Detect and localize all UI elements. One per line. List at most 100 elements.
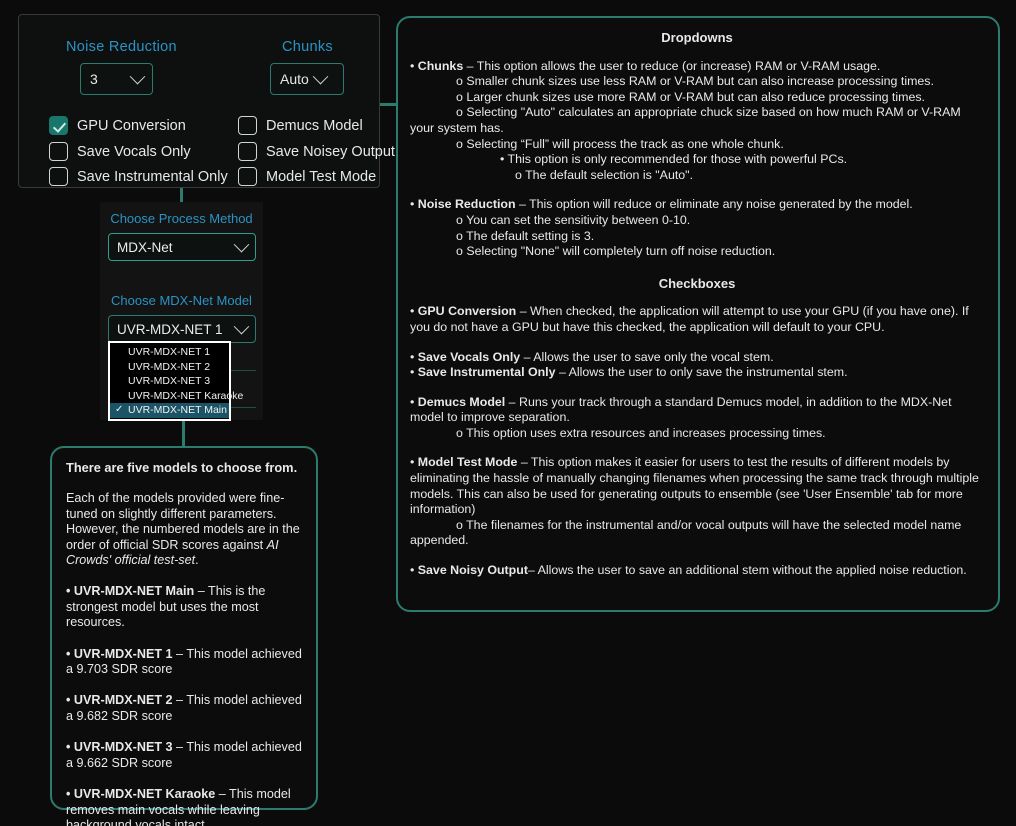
dropdowns-heading: Dropdowns [661,30,733,45]
noise-desc-text: – This option will reduce or eliminate a… [515,197,913,212]
noise-reduction-description: • Noise Reduction – This option will red… [410,197,913,212]
checkbox-box-checked-icon [49,116,68,135]
settings-panel: Noise Reduction 3 Chunks Auto GPU Conver… [18,14,395,188]
intro-text-a: Each of the models provided were fine-tu… [66,491,300,552]
chunks-term: Chunks [417,58,464,73]
checkbox-box-icon [238,116,257,135]
svo-desc-text: – Allows the user to save only the vocal… [520,349,774,364]
model-entry: • UVR-MDX-NET Karaoke – This model remov… [66,787,302,826]
chunks-bullet: o Selecting “Full” will process the trac… [456,136,784,151]
save-noisy-description: • Save Noisy Output– Allows the user to … [410,563,967,578]
svo-term: Save Vocals Only [417,349,521,364]
process-method-value: MDX-Net [117,239,173,255]
connector-line-settings-to-dropdowns [380,103,398,106]
chevron-down-icon [233,236,250,252]
checkbox-label: Demucs Model [266,117,363,134]
model-entry: • UVR-MDX-NET Main – This is the stronge… [66,584,302,630]
chevron-down-icon [129,68,146,84]
checkbox-box-icon [238,167,257,186]
checkbox-label: Save Vocals Only [77,143,191,160]
checkbox-save-instrumental-only[interactable]: Save Instrumental Only [49,167,228,186]
spacer [410,441,984,455]
chunks-value: Auto [280,71,309,87]
gpu-description: • GPU Conversion – When checked, the app… [410,304,969,334]
gpu-desc-text: – When checked, the application will att… [410,304,969,334]
model-desc: – This model removes main vocals while l… [66,787,291,826]
models-panel-intro: Each of the models provided were fine-tu… [66,491,302,568]
noise-bullet: o The default setting is 3. [456,228,595,243]
model-desc: – This model achieved a 9.662 SDR score [66,740,302,770]
save-vocals-description: • Save Vocals Only – Allows the user to … [410,349,774,364]
checkbox-box-icon [238,142,257,161]
checkbox-save-noisey-output[interactable]: Save Noisey Output [238,142,395,161]
chevron-down-icon [312,68,329,84]
chunks-desc-text: – This option allows the user to reduce … [463,58,881,73]
dropdown-option[interactable]: UVR-MDX-NET 3 [128,375,211,387]
checkbox-label: Model Test Mode [266,168,377,185]
noise-reduction-select[interactable]: 3 [80,63,153,95]
dropdown-option[interactable]: UVR-MDX-NET 1 [128,346,211,358]
demucs-description: • Demucs Model – Runs your track through… [410,394,952,425]
chunks-label: Chunks [282,39,333,55]
chunks-bullet: o Selecting "Auto" calculates an appropr… [410,105,961,135]
checkbox-label: Save Noisey Output [266,143,395,160]
model-term: • UVR-MDX-NET 2 [66,693,173,708]
models-panel-title: There are five models to choose from. [66,460,298,475]
chunks-select[interactable]: Auto [270,63,344,95]
model-test-mode-description: • Model Test Mode – This option makes it… [410,455,979,517]
demucs-sub-bullet: o This option uses extra resources and i… [456,425,826,440]
chunks-bullet: o Larger chunk sizes use more RAM or V-R… [456,89,925,104]
checkbox-label: Save Instrumental Only [77,168,228,185]
chunks-bullet: • This option is only recommended for th… [500,152,848,167]
intro-text-b: . [195,553,199,568]
demucs-term: Demucs Model [417,394,506,409]
demucs-desc-text: – Runs your track through a standard Dem… [410,394,952,425]
intro-italic: AI Crowds' official test-set [66,537,279,568]
mtm-sub-bullet: o The filenames for the instrumental and… [410,517,962,548]
model-desc: – This model achieved a 9.682 SDR score [66,693,302,723]
model-term: • UVR-MDX-NET 1 [66,646,173,661]
checkbox-gpu-conversion[interactable]: GPU Conversion [49,116,186,135]
chunks-description: • Chunks – This option allows the user t… [410,58,881,73]
model-desc: – This is the strongest model but uses t… [66,584,266,630]
sno-term: Save Noisy Output [417,563,528,578]
process-method-select[interactable]: MDX-Net [108,233,256,261]
checkbox-box-icon [49,142,68,161]
connector-line-process-to-models [182,420,185,446]
model-term: • UVR-MDX-NET Main [66,584,195,599]
checkbox-save-vocals-only[interactable]: Save Vocals Only [49,142,191,161]
chevron-down-icon [233,318,250,334]
checkbox-demucs-model[interactable]: Demucs Model [238,116,363,135]
model-entry: • UVR-MDX-NET 1 – This model achieved a … [66,647,302,678]
spacer [410,183,984,197]
model-term: • UVR-MDX-NET 3 [66,740,173,755]
dropdown-option-selected[interactable]: UVR-MDX-NET Main [110,403,229,418]
mdx-net-model-label: Choose MDX-Net Model [111,293,252,308]
chunks-bullet: o Smaller chunk sizes use less RAM or V-… [456,74,934,89]
model-entry: • UVR-MDX-NET 3 – This model achieved a … [66,740,302,771]
chunks-bullet: o The default selection is "Auto". [515,167,694,182]
mdx-net-model-select[interactable]: UVR-MDX-NET 1 [108,315,256,343]
checkbox-box-icon [49,167,68,186]
model-entry: • UVR-MDX-NET 2 – This model achieved a … [66,693,302,724]
mtm-term: Model Test Mode [417,455,518,470]
mdx-net-model-dropdown-list[interactable]: UVR-MDX-NET 1 UVR-MDX-NET 2 UVR-MDX-NET … [108,341,244,421]
process-method-label: Choose Process Method [110,211,253,226]
spacer [410,381,984,395]
mtm-desc-text: – This option makes it easier for users … [410,455,979,517]
dropdown-option[interactable]: UVR-MDX-NET Karaoke [128,389,244,402]
gpu-term: GPU Conversion [417,304,517,319]
dropdown-option[interactable]: UVR-MDX-NET 2 [128,360,211,373]
checkboxes-heading: Checkboxes [658,275,736,291]
noise-bullet: o You can set the sensitivity between 0-… [456,212,691,227]
save-instrumental-description: • Save Instrumental Only – Allows the us… [410,365,848,380]
model-desc: – This model achieved a 9.703 SDR score [66,646,302,677]
checkbox-model-test-mode[interactable]: Model Test Mode [238,167,376,186]
noise-bullet: o Selecting "None" will completely turn … [456,244,776,259]
sio-desc-text: – Allows the user to only save the instr… [555,365,848,380]
sno-desc-text: – Allows the user to save an additional … [527,563,967,578]
mdx-net-model-value: UVR-MDX-NET 1 [117,321,223,337]
noise-reduction-label: Noise Reduction [66,39,177,55]
noise-term: Noise Reduction [417,197,516,212]
